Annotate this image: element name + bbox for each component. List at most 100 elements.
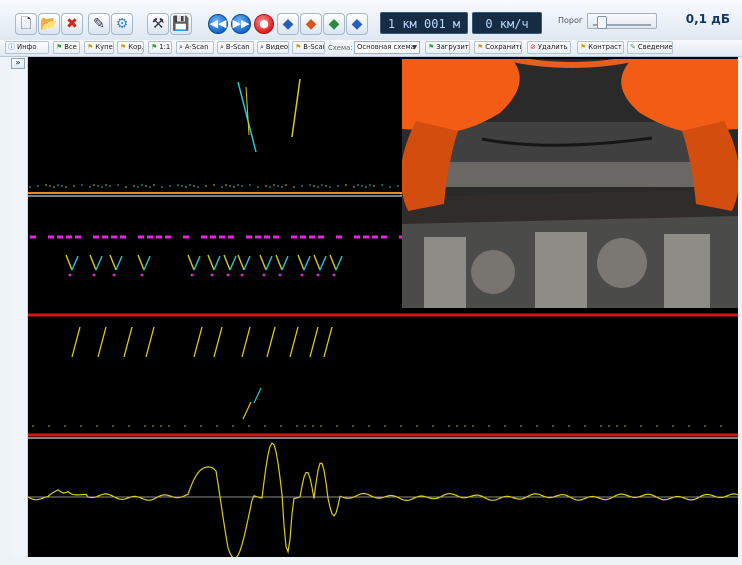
scan-dot <box>144 425 146 427</box>
delete-icon[interactable]: ✖ <box>61 13 83 35</box>
v-mark <box>223 254 231 271</box>
status-bar <box>0 557 742 565</box>
scan-dot <box>117 184 119 186</box>
edit-icon[interactable]: ✎ <box>88 13 110 35</box>
v-mark <box>207 254 215 271</box>
scan-dot <box>233 186 235 188</box>
slider-track <box>593 24 651 26</box>
scan-dot <box>520 425 522 427</box>
slant-mark <box>71 326 81 358</box>
video-button[interactable]: ⌕ Видео <box>257 41 289 54</box>
slant-mark <box>97 326 107 358</box>
scan-dot <box>237 184 239 186</box>
scheme-select[interactable]: Основная схема ▼ <box>354 41 420 54</box>
load-button[interactable]: ⚑ Загрузить <box>425 41 470 54</box>
scan-dot <box>184 425 186 427</box>
coupe-button[interactable]: ⚑ Купе <box>84 41 114 54</box>
info-button[interactable]: ⓘ Инфо <box>5 41 49 54</box>
scale-one-button[interactable]: ⚑ 1:1 <box>148 41 172 54</box>
save-disk-icon[interactable]: 💾 <box>170 13 192 35</box>
rail-camera-video <box>402 59 738 308</box>
new-document-icon[interactable]: 🗋 <box>15 13 37 35</box>
v-mark <box>193 255 201 271</box>
scan-dot <box>61 185 63 187</box>
record-icon[interactable]: ● <box>254 14 274 34</box>
all-button[interactable]: ⚑ Все <box>53 41 80 54</box>
scan-dot <box>329 186 331 188</box>
v-mark <box>243 255 251 271</box>
v-mark <box>335 255 343 271</box>
v-mark <box>265 255 273 271</box>
v-mark <box>237 254 245 271</box>
contrast-button[interactable]: ⚑ Контраст <box>577 41 624 54</box>
settings-gear-icon[interactable]: ⚙ <box>111 13 133 35</box>
scan-dot <box>304 425 306 427</box>
b-scan-button[interactable]: ⌕ B-Scan <box>217 41 254 54</box>
main-toolbar: 🗋 📂 ✖ ✎ ⚙ ⚒ 💾 ◀◀ ▶▶ ● ◆ ◆ ◆ ◆ 1 км 001 м… <box>0 0 742 41</box>
slant-mark <box>253 387 262 404</box>
save-button[interactable]: ⚑ Сохранить <box>474 41 522 54</box>
echo-dot <box>316 273 320 277</box>
echo-dot <box>140 273 144 277</box>
slant-mark <box>242 401 252 420</box>
scan-dot <box>29 186 31 188</box>
magnifier-icon: ⌕ <box>260 43 264 51</box>
scan-dot <box>400 425 402 427</box>
scan-dot <box>269 186 271 188</box>
remove-button[interactable]: ⊘ Удалить <box>527 41 571 54</box>
scan-dot <box>280 425 282 427</box>
scan-dot <box>369 184 371 186</box>
kor-button[interactable]: ⚑ Кор. <box>117 41 144 54</box>
scan-dot <box>352 425 354 427</box>
b-scan-2-button[interactable]: ⚑ B-Scan <box>292 41 325 54</box>
echo-dot <box>112 273 116 277</box>
merge-button[interactable]: ✎ Сведение <box>627 41 673 54</box>
expand-panel-button[interactable]: » <box>11 58 25 69</box>
pin-icon: ⚑ <box>295 43 302 51</box>
v-mark <box>275 254 283 271</box>
scan-dot <box>293 186 295 188</box>
scan-dot <box>365 186 367 188</box>
slant-mark <box>193 326 203 358</box>
all-label: Все <box>64 43 77 51</box>
layer-icon[interactable]: ◆ <box>277 13 299 35</box>
magnifier-icon: ⌕ <box>220 43 224 51</box>
slider-thumb[interactable] <box>597 16 608 29</box>
v-mark <box>281 255 289 271</box>
scan-dot <box>152 425 154 427</box>
a-scan-button[interactable]: ⌕ A-Scan <box>176 41 214 54</box>
layer-icon[interactable]: ◆ <box>300 13 322 35</box>
scan-dot <box>536 425 538 427</box>
tools-icon[interactable]: ⚒ <box>147 13 169 35</box>
threshold-slider[interactable] <box>587 13 657 29</box>
layer-icon[interactable]: ◆ <box>346 13 368 35</box>
scan-dot <box>37 185 39 187</box>
v-mark <box>319 255 327 271</box>
slant-mark <box>123 326 133 358</box>
scan-dot <box>97 185 99 187</box>
scan-dot <box>81 184 83 186</box>
scan-dot <box>416 425 418 427</box>
slant-mark <box>323 326 333 358</box>
echo-dot <box>332 273 336 277</box>
left-side-panel <box>10 57 28 565</box>
scan-dot <box>205 185 207 187</box>
kor-label: Кор. <box>128 43 144 51</box>
speed-readout: 0 км/ч <box>472 12 542 34</box>
scan-dot <box>296 425 298 427</box>
ascan-waveform <box>28 442 738 557</box>
v-mark <box>143 255 151 271</box>
v-mark <box>297 254 305 271</box>
layer-icon[interactable]: ◆ <box>323 13 345 35</box>
fast-forward-icon[interactable]: ▶▶ <box>231 14 251 34</box>
scan-dot <box>273 184 275 186</box>
scan-dot <box>616 425 618 427</box>
echo-dot <box>300 273 304 277</box>
scan-dot <box>177 184 179 186</box>
scan-dot <box>389 186 391 188</box>
scan-dot <box>281 186 283 188</box>
scan-dot <box>200 425 202 427</box>
rewind-icon[interactable]: ◀◀ <box>208 14 228 34</box>
contrast-icon: ⚑ <box>580 43 587 51</box>
open-folder-icon[interactable]: 📂 <box>38 13 60 35</box>
